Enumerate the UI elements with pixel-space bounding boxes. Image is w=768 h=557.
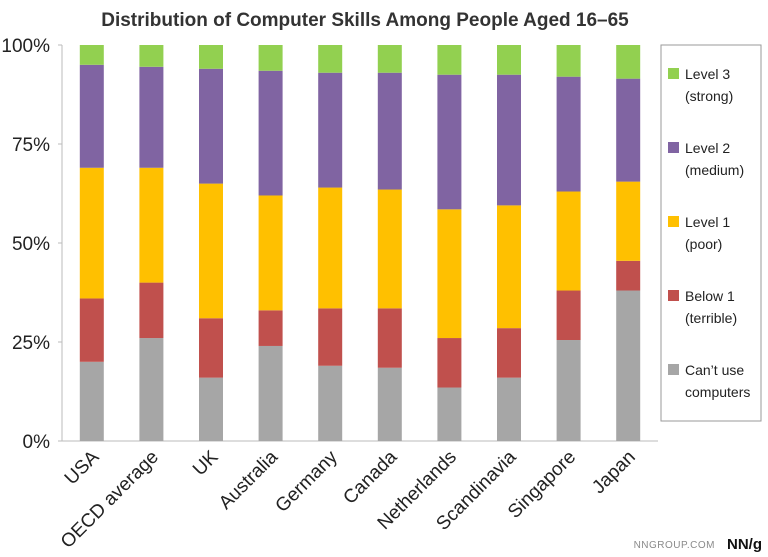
bar-segment [377, 72, 402, 190]
bar-segment [616, 78, 641, 182]
bar-segment [497, 328, 521, 378]
bar-segment [377, 367, 402, 441]
x-tick-label: Germany [272, 446, 342, 516]
legend-swatch [668, 290, 679, 301]
bar-segment [199, 45, 223, 69]
x-tick-label: UK [189, 446, 223, 480]
bar-segment [318, 365, 343, 441]
bar-segment [258, 195, 283, 311]
y-tick-label: 100% [1, 36, 50, 57]
y-axis: 0% 25% 50% 75% 100% [1, 36, 658, 453]
bar-segment [139, 282, 164, 339]
bar-segment [258, 310, 283, 346]
bar-segment [139, 45, 164, 67]
bar-segment [377, 45, 402, 73]
legend-swatch [668, 68, 679, 79]
bar-segment [199, 318, 223, 378]
bar-segment [437, 338, 462, 388]
bar-segment [556, 340, 581, 441]
legend-sublabel: (medium) [685, 162, 744, 178]
legend-label: Level 1 [685, 214, 730, 230]
bar-segment [318, 72, 343, 188]
legend: Level 3 (strong) Level 2 (medium) Level 1 (po… [660, 44, 762, 422]
bar-segment [377, 308, 402, 368]
x-tick-label: Japan [588, 447, 639, 498]
bar-segment [79, 361, 104, 441]
y-tick-label: 50% [12, 234, 50, 255]
bar-segment [437, 45, 462, 75]
bar-segment [556, 191, 581, 291]
bar-segment [437, 209, 462, 339]
bar-segment [497, 377, 521, 441]
bar-segment [258, 70, 283, 196]
bar-segment [616, 45, 641, 79]
bar-segment [139, 66, 164, 168]
bar-segment [79, 45, 104, 65]
bar-segment [616, 260, 641, 291]
x-tick-label: USA [61, 446, 104, 489]
bar-segment [616, 181, 641, 261]
footer-source: NNGROUP.COM [634, 540, 715, 551]
legend-sublabel: computers [685, 384, 750, 400]
bar-segment [318, 308, 343, 366]
bar-segment [258, 45, 283, 71]
bar-segment [139, 167, 164, 283]
bar-segment [616, 290, 641, 441]
legend-label: Can’t use [685, 362, 744, 378]
footer: NNGROUP.COM NN/g [634, 536, 762, 553]
legend-swatch [668, 216, 679, 227]
bar-segment [79, 167, 104, 299]
bar-segment [437, 387, 462, 441]
legend-sublabel: (terrible) [685, 310, 737, 326]
legend-sublabel: (strong) [685, 88, 733, 104]
legend-label: Level 3 [685, 66, 730, 82]
bar-segment [377, 189, 402, 309]
legend-swatch [668, 142, 679, 153]
y-tick-label: 0% [23, 432, 51, 453]
y-tick-label: 25% [12, 333, 50, 354]
legend-label: Below 1 [685, 288, 735, 304]
bar-segment [497, 74, 521, 206]
bar-segment [199, 183, 223, 319]
bar-segment [318, 187, 343, 309]
brand-logo: NN/g [727, 536, 762, 553]
y-tick-label: 75% [12, 135, 50, 156]
bar-segment [139, 338, 164, 441]
bar-segment [437, 74, 462, 210]
bar-segment [79, 298, 104, 362]
bars [79, 45, 641, 441]
bar-segment [199, 68, 223, 184]
bar-segment [199, 377, 223, 441]
chart-title: Distribution of Computer Skills Among Pe… [101, 10, 629, 31]
bar-segment [497, 205, 521, 329]
bar-segment [556, 45, 581, 77]
legend-sublabel: (poor) [685, 236, 722, 252]
bar-segment [556, 76, 581, 192]
legend-label: Level 2 [685, 140, 730, 156]
bar-segment [79, 64, 104, 168]
bar-segment [318, 45, 343, 73]
legend-box [660, 44, 762, 422]
legend-swatch [668, 364, 679, 375]
bar-segment [556, 290, 581, 341]
bar-segment [258, 345, 283, 441]
bar-segment [497, 45, 521, 75]
